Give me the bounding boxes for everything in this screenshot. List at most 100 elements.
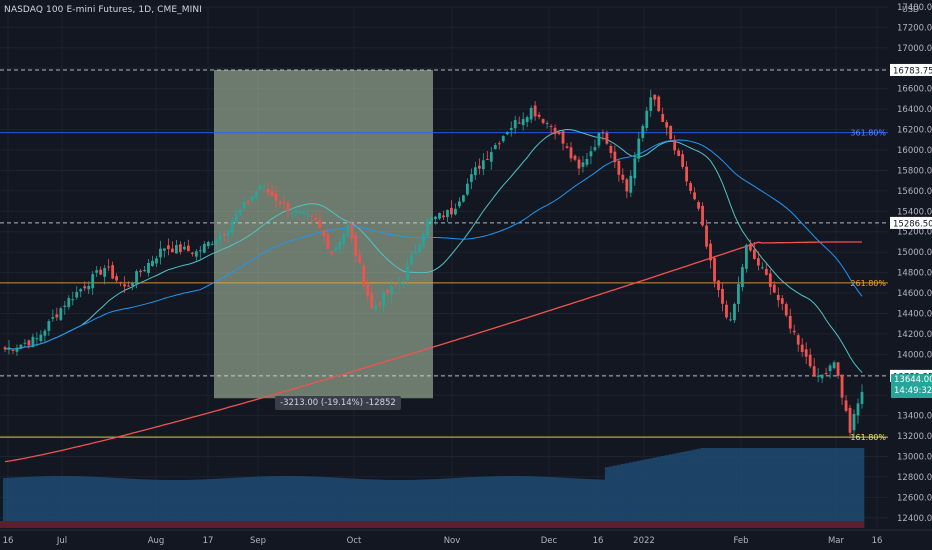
candle (178, 241, 182, 255)
candle (521, 112, 525, 131)
candle-body (119, 282, 122, 284)
candle (661, 107, 665, 123)
candle-body (633, 158, 637, 179)
candle-body (15, 347, 19, 352)
candle-body (477, 165, 481, 169)
candle (617, 159, 621, 182)
candle (59, 306, 63, 321)
volume-bar (266, 476, 271, 528)
volume-bar (401, 479, 406, 528)
candle-body (541, 119, 545, 123)
candle-body (621, 174, 625, 180)
candle-body (661, 114, 665, 122)
candle-body (322, 230, 326, 237)
volume-bar (365, 479, 371, 528)
currency-label: USD (902, 5, 920, 14)
volume-bar (592, 479, 598, 528)
time-tick-label: Oct (347, 536, 362, 546)
candle (346, 220, 350, 237)
candle (557, 130, 561, 136)
candle (258, 183, 262, 190)
candle (737, 276, 740, 312)
candle (493, 142, 497, 150)
volume-bar (6, 477, 12, 528)
candle-body (338, 242, 342, 249)
time-tick-label: Feb (733, 536, 748, 546)
candle-body (760, 267, 764, 269)
volume-bar (18, 477, 24, 528)
price-tick-label: 16400.00 (897, 105, 932, 115)
candle (71, 291, 75, 306)
candle-body (167, 245, 170, 250)
candle-body (250, 196, 254, 202)
volume-bar (764, 448, 769, 528)
candle (159, 240, 162, 265)
candle-body (438, 213, 441, 219)
volume-bar (493, 476, 498, 528)
volume-bar (712, 448, 717, 528)
volume-bar (146, 479, 151, 528)
candle-body (206, 242, 210, 247)
price-tick-label: 14200.00 (897, 330, 932, 340)
candle-body (314, 218, 318, 220)
volume-bar (457, 477, 462, 528)
volume-bar (122, 478, 127, 528)
volume-bar (724, 448, 729, 528)
price-tick-label: 12600.00 (897, 493, 932, 503)
volume-bar (465, 477, 470, 528)
volume-bar (545, 476, 550, 528)
candle-body (175, 245, 178, 254)
volume-bar (38, 476, 44, 528)
candle-body (709, 243, 712, 261)
candle (374, 299, 378, 312)
candle (509, 121, 513, 137)
candle-body (828, 365, 832, 372)
level-fib-label: 361.80% (850, 129, 886, 138)
price-tick-label: 17200.00 (897, 23, 932, 33)
candle-body (605, 132, 609, 144)
candle-body (370, 293, 374, 308)
volume-bar (832, 448, 837, 528)
candle (230, 217, 234, 236)
volume-bar (413, 479, 418, 528)
candle (246, 199, 250, 207)
candle-body (609, 145, 613, 153)
candle-body (270, 191, 274, 196)
candle-body (334, 247, 338, 251)
candle (577, 156, 581, 176)
price-tick-label: 14600.00 (897, 289, 932, 299)
volume-bar (425, 479, 430, 528)
candle (410, 250, 413, 265)
volume-bar (553, 477, 558, 528)
candle (330, 250, 334, 257)
candle (462, 194, 465, 203)
candle (163, 248, 166, 258)
candle-body (198, 250, 202, 252)
candle (366, 279, 370, 303)
candle-body (95, 270, 99, 273)
candle (418, 241, 421, 256)
candle (589, 146, 593, 165)
candle (119, 281, 122, 287)
price-axis: 12400.00 12600.00 12800.00 13000.00 13200.00… (888, 0, 932, 550)
candle-body (91, 274, 95, 289)
volume-bar (636, 460, 642, 528)
candle-body (589, 151, 593, 157)
volume-bar (26, 476, 32, 528)
candle-body (210, 243, 214, 245)
candle-body (79, 289, 83, 292)
candle (446, 209, 449, 223)
candle-body (99, 269, 103, 275)
candle-body (776, 294, 780, 301)
volume-bar (780, 448, 785, 528)
time-tick-label: Nov (444, 536, 461, 546)
candle-body (139, 270, 142, 273)
candle (625, 177, 629, 199)
volume-bar (445, 478, 450, 528)
volume-bar (852, 448, 857, 528)
level-badge (890, 63, 932, 76)
candle-body (39, 334, 43, 342)
volume-bar (106, 477, 111, 528)
volume-bar (561, 477, 566, 528)
